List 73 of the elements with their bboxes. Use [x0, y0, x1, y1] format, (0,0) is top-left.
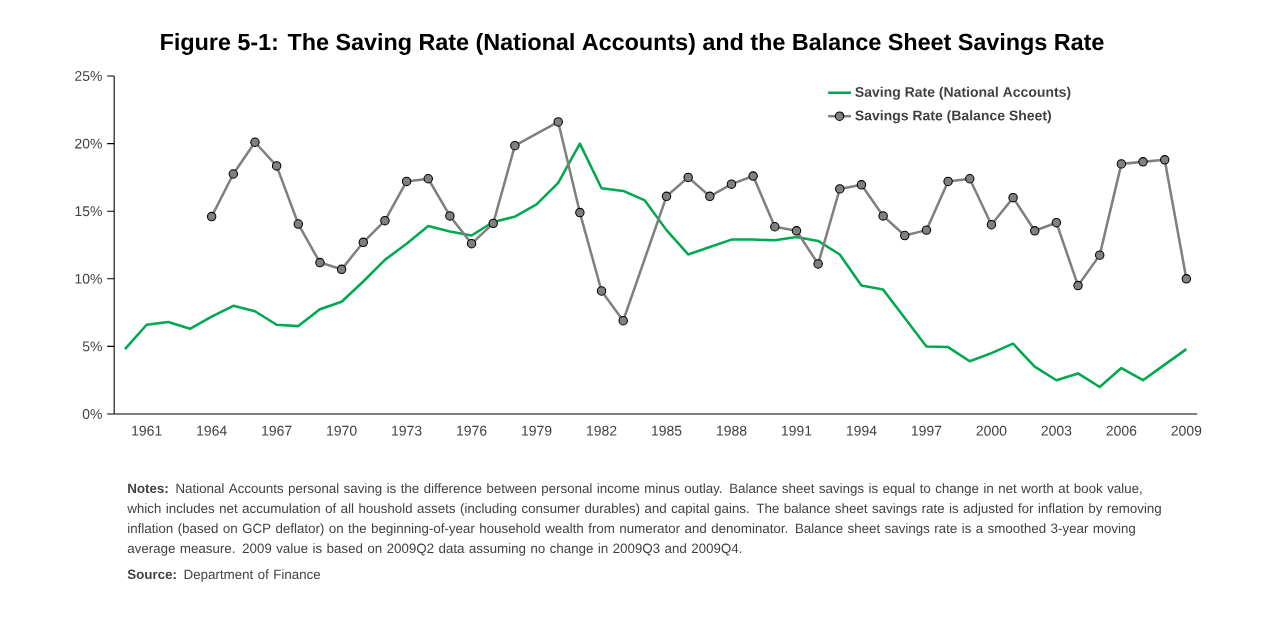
point — [770, 222, 780, 232]
x-tick-label: 1973 — [392, 425, 422, 436]
y-tick-label: 10% — [75, 273, 102, 284]
point — [965, 174, 975, 184]
point — [1116, 159, 1127, 169]
text: Notes: National Accounts personal saving is the difference between personal income minus outlay. Balance sheet savings is equal to change in net worth at book value, which includes net accumulation of all houshold assets (including consumer durables) and capital gains. The balance sheet savings rate is adjusted for inflation by removing inflation (based on GCP deflator) on the beginning-of-year household wealth from numerator and denominator. Balance sheet savings rate is a smoothed 3-year moving average measure. 2009 value is based on 2009Q2 data assuming no change in 2009Q3 and 2009Q4. — [127, 483, 1161, 556]
x-tick-label: 1991 — [781, 425, 812, 436]
x-tick-label: 1967 — [262, 425, 292, 436]
x-tick-label: 1985 — [652, 425, 682, 436]
point — [618, 315, 628, 326]
x-tick-label: 2006 — [1106, 425, 1137, 436]
point — [1051, 217, 1062, 228]
point — [1181, 274, 1192, 284]
point — [466, 238, 477, 249]
point — [358, 237, 368, 248]
y-tick-label: 20% — [75, 138, 102, 149]
point — [835, 184, 845, 194]
point — [1159, 155, 1170, 165]
y-tick-label: 5% — [82, 341, 102, 352]
point — [813, 259, 823, 269]
x-tick-label: 1961 — [132, 425, 162, 436]
point — [1008, 192, 1018, 203]
y-tick-label: 15% — [75, 206, 102, 217]
point — [488, 218, 498, 229]
point — [336, 264, 347, 275]
x-tick-label: 2009 — [1171, 425, 1202, 436]
point — [878, 211, 888, 221]
point — [206, 211, 217, 222]
line-series — [123, 142, 1188, 389]
x-tick-label: 1976 — [457, 425, 487, 436]
point — [445, 211, 455, 221]
x-tick-label: 1988 — [716, 425, 747, 436]
point — [575, 207, 585, 218]
point — [986, 219, 997, 230]
point — [661, 191, 672, 202]
point — [791, 226, 802, 236]
x-tick-label: 1970 — [327, 425, 357, 436]
point — [748, 171, 758, 181]
legend-label: Saving Rate (National Accounts) — [855, 86, 1071, 100]
x-tick-label: 1997 — [911, 425, 942, 436]
chart-title: Figure 5-1: The Saving Rate (National Accounts) and the Balance Sheet Savings Rate — [161, 33, 1104, 55]
point — [705, 191, 715, 202]
point — [553, 117, 563, 127]
point — [250, 137, 260, 147]
point — [315, 257, 325, 268]
x-tick-label: 1964 — [197, 425, 227, 436]
point — [380, 215, 390, 226]
text: Source: Department of Finance — [127, 569, 321, 582]
point — [1073, 280, 1083, 291]
x-tick-label: 1994 — [846, 425, 877, 436]
y-tick-label: 25% — [75, 71, 102, 81]
point — [596, 286, 607, 296]
point — [1029, 226, 1040, 236]
point — [228, 169, 239, 179]
point — [510, 140, 520, 151]
point — [271, 161, 282, 171]
point — [423, 174, 433, 184]
x-tick-label: 2003 — [1041, 425, 1072, 436]
point — [401, 176, 412, 187]
point — [943, 176, 953, 187]
point — [683, 172, 693, 183]
point — [856, 180, 867, 190]
point — [293, 219, 304, 229]
point — [726, 179, 737, 189]
legend-label: Savings Rate (Balance Sheet) — [855, 110, 1051, 124]
x-tick-label: 1982 — [587, 425, 617, 436]
point — [900, 230, 910, 241]
y-tick-label: 0% — [82, 409, 102, 419]
point — [1138, 157, 1148, 167]
x-tick-label: 1979 — [522, 425, 552, 436]
point — [921, 225, 932, 235]
point — [1094, 250, 1105, 260]
x-tick-label: 2000 — [976, 425, 1007, 436]
